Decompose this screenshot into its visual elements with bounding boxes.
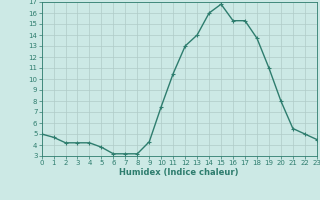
X-axis label: Humidex (Indice chaleur): Humidex (Indice chaleur) xyxy=(119,168,239,177)
